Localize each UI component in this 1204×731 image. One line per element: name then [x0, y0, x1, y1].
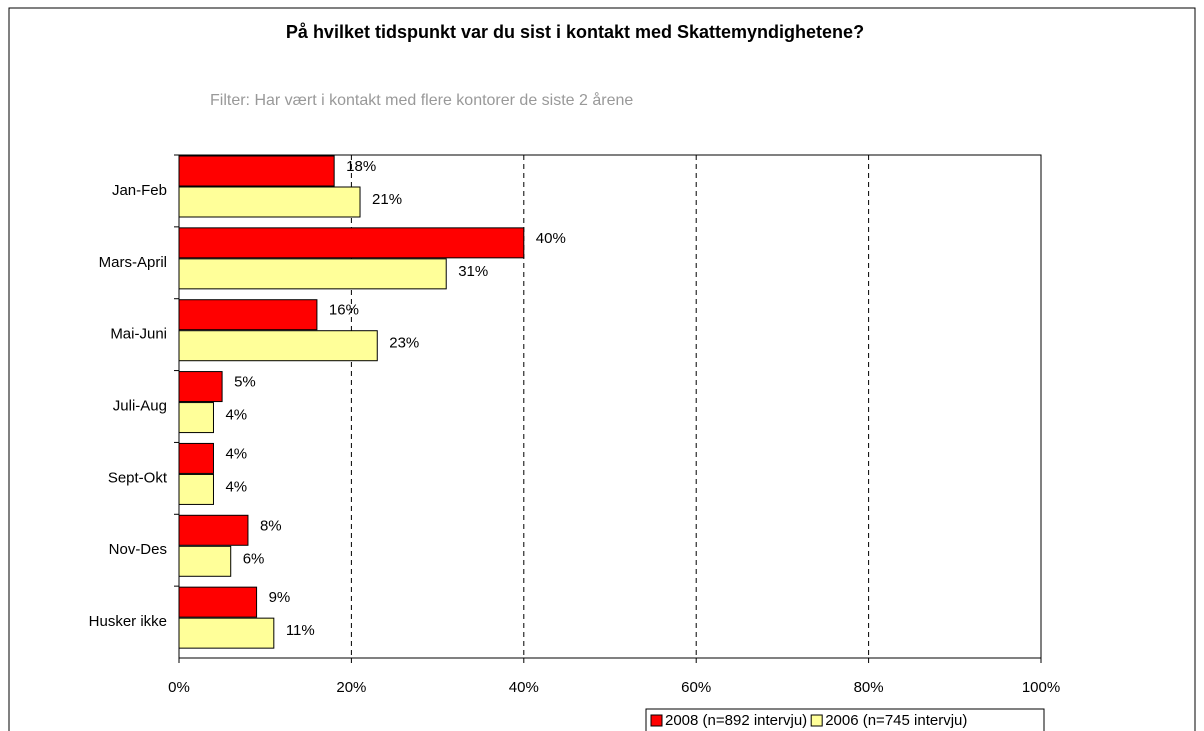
bar: [178, 545, 232, 577]
y-tick-label: Jan-Feb: [112, 182, 167, 199]
legend-label: 2006 (n=745 intervju): [825, 712, 967, 729]
x-tick-label: 20%: [336, 679, 366, 696]
data-label: 18%: [346, 158, 376, 175]
x-tick-label: 80%: [854, 679, 884, 696]
data-label: 5%: [234, 374, 256, 391]
bar: [178, 227, 525, 259]
bar: [178, 586, 258, 618]
data-label: 11%: [286, 622, 315, 639]
y-tick-label: Husker ikke: [89, 613, 167, 630]
bar: [178, 473, 214, 505]
data-label: 16%: [329, 302, 359, 319]
legend-swatch: [650, 714, 663, 727]
chart-title: På hvilket tidspunkt var du sist i konta…: [286, 22, 864, 42]
bar: [178, 186, 361, 218]
bar: [178, 442, 214, 474]
chart-subtitle: Filter: Har vært i kontakt med flere kon…: [210, 91, 633, 109]
y-tick-label: Sept-Okt: [108, 469, 168, 486]
data-label: 8%: [260, 517, 282, 534]
data-label: 21%: [372, 191, 402, 208]
x-tick-label: 60%: [681, 679, 711, 696]
y-tick-label: Mars-April: [99, 254, 167, 271]
data-label: 23%: [389, 335, 419, 352]
data-label: 4%: [225, 407, 247, 424]
x-tick-label: 0%: [168, 679, 190, 696]
bar: [178, 258, 447, 290]
bar: [178, 299, 318, 331]
data-label: 4%: [225, 445, 247, 462]
y-tick-label: Juli-Aug: [113, 397, 167, 414]
legend-box: [645, 708, 1045, 731]
bar: [178, 617, 275, 649]
y-tick-label: Nov-Des: [109, 541, 167, 558]
bar: [178, 402, 214, 434]
legend-label: 2008 (n=892 intervju): [665, 712, 807, 729]
x-tick-label: 100%: [1022, 679, 1060, 696]
data-label: 40%: [536, 230, 566, 247]
y-tick-label: Mai-Juni: [110, 326, 167, 343]
x-tick-label: 40%: [509, 679, 539, 696]
data-label: 4%: [225, 478, 247, 495]
bar: [178, 514, 249, 546]
legend-swatch: [810, 714, 823, 727]
data-label: 6%: [243, 550, 265, 567]
frame: [8, 7, 1196, 731]
bar: [178, 371, 223, 403]
bar: [178, 155, 335, 187]
bar: [178, 330, 378, 362]
data-label: 31%: [458, 263, 488, 280]
data-label: 9%: [269, 589, 291, 606]
